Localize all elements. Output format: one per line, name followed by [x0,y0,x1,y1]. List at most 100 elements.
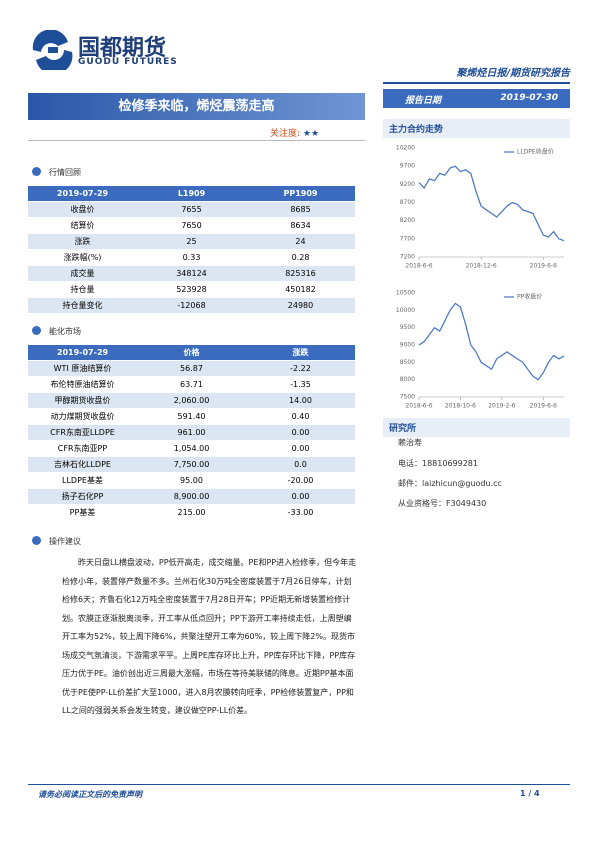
table-cell: 价格 [137,345,246,361]
table-cell: 450182 [246,281,355,298]
table-cell: WTI 原油结算价 [28,360,137,377]
x-tick-label: 2018-12-6 [466,263,497,270]
company: 国都期货 [78,36,167,61]
date: 2019-07-30 [500,93,558,103]
page-number: 1 / 4 [520,789,540,798]
table-cell: -33.00 [246,504,355,521]
table-cell: 0.0 [246,456,355,473]
chart-heading: 主力合约走势 [383,119,570,138]
table-cell: 甲醇期货收盘价 [28,392,137,409]
y-tick-label: 8700 [400,199,415,206]
table-cell: 348124 [137,265,246,282]
line [418,302,565,381]
line [418,165,565,242]
table-row: WTI 原油结算价 56.87 -2.22 [28,360,355,377]
divider [28,140,365,141]
table-cell: 0.28 [246,249,355,266]
table-cell: 523928 [137,281,246,298]
table-cell: -12068 [137,297,246,314]
attention: 关注度: ★★ [270,126,319,139]
table-row: PP基差 215.00 -33.00 [28,504,355,521]
chart: 7500 8000 8500 9000 9500 10000 10500 2018-6-6 20… [396,290,565,410]
table-cell: 2,060.00 [137,392,246,409]
legend-label: PP收盘价 [517,293,542,301]
x-tick-label: 2019-6-6 [530,263,557,270]
table-cell: 扬子石化PP [28,488,137,505]
logo-icon [32,30,73,70]
y-tick-label: 7200 [400,254,415,261]
y-tick-label: 8200 [400,217,415,224]
report-type: 聚烯烃日报/期货研究报告 [383,64,570,84]
table-row: 涨跌 25 24 [28,233,355,250]
table-cell: 8,900.00 [137,488,246,505]
table-cell: 动力煤期货收盘价 [28,408,137,425]
table-row: 2019-07-29 价格 涨跌 [28,345,355,361]
table-cell: -20.00 [246,472,355,489]
table-row: 布伦特原油结算价 63.71 -1.35 [28,376,355,393]
table-row: 收盘价 7655 8685 [28,201,355,218]
table-row: CFR东南亚LLDPE 961.00 0.00 [28,424,355,441]
table-row: 持仓量 523928 450182 [28,281,355,298]
x-tick-label: 2018-6-6 [405,403,432,410]
attention-stars: ★★ [302,129,320,139]
y-tick-label: 7700 [400,235,415,242]
y-tick-label: 8500 [400,359,415,366]
company-en: GUODU FUTURES [78,57,178,67]
date-label: 报告日期 [405,96,442,106]
email: 邮件：laizhicun@guodu.cc [398,479,502,488]
chem-table: 2019-07-29 价格 涨跌 WTI 原油结算价 56.87 -2.22 布伦特原油结算… [28,345,355,521]
table-row: 扬子石化PP 8,900.00 0.00 [28,488,355,505]
y-tick-label: 8000 [400,376,415,383]
x-tick-label: 2018-10-6 [445,403,476,410]
table-cell: -1.35 [246,376,355,393]
section-heading: 能化市场 [32,326,81,337]
table-cell: 24 [246,233,355,250]
section-heading: 操作建议 [32,536,81,547]
attention-label: 关注度: [270,129,301,139]
table-row: 甲醇期货收盘价 2,060.00 14.00 [28,392,355,409]
section-heading: 行情回顾 [32,167,81,178]
table-cell: 7650 [137,217,246,234]
table-cell: L1909 [137,186,246,202]
y-tick-label: 10200 [396,145,415,152]
y-tick-label: 7500 [400,394,415,401]
analyst: 赖治寿 [398,438,422,447]
table-cell: 63.71 [137,376,246,393]
y-tick-label: 9000 [400,342,415,349]
table-cell: 成交量 [28,265,137,282]
table-cell: 持仓量变化 [28,297,137,314]
advice-text: 昨天日盘LL横盘波动，PP低开高走，成交缩量。PE和PP进入检修季，但今年走检修… [62,558,357,715]
date-bar: 报告日期 2019-07-30 [383,89,570,108]
table-cell: PP基差 [28,504,137,521]
table-row: LLDPE基差 95.00 -20.00 [28,472,355,489]
table-cell: LLDPE基差 [28,472,137,489]
y-tick-label: 9500 [400,324,415,331]
table-cell: -2.22 [246,360,355,377]
table-cell: CFR东南亚LLDPE [28,424,137,441]
table-row: 结算价 7650 8634 [28,217,355,234]
table-cell: 24980 [246,297,355,314]
table-cell: 14.00 [246,392,355,409]
table-cell: PP1909 [246,186,355,202]
table-cell: 2019-07-29 [28,345,137,361]
chart: 7200 7700 8200 8700 9200 9700 10200 2018-6-6 201… [396,145,565,270]
y-tick-label: 10500 [396,290,415,297]
table-cell: 25 [137,233,246,250]
table-cell: 收盘价 [28,201,137,218]
table-row: 2019-07-29 L1909 PP1909 [28,186,355,202]
table-cell: 8685 [246,201,355,218]
footer-line [28,784,570,785]
table-cell: 56.87 [137,360,246,377]
table-cell: 591.40 [137,408,246,425]
x-tick-label: 2018-6-6 [405,263,432,270]
table-row: 涨跌幅(%) 0.33 0.28 [28,249,355,266]
table-cell: 涨跌 [246,345,355,361]
table-cell: 961.00 [137,424,246,441]
table-cell: 0.00 [246,440,355,457]
legend-label: LLDPE收盘价 [517,148,554,156]
table-cell: 7,750.00 [137,456,246,473]
table-row: 动力煤期货收盘价 591.40 0.40 [28,408,355,425]
table-cell: 0.40 [246,408,355,425]
disclaimer: 请务必阅读正文后的免责声明 [38,790,142,799]
